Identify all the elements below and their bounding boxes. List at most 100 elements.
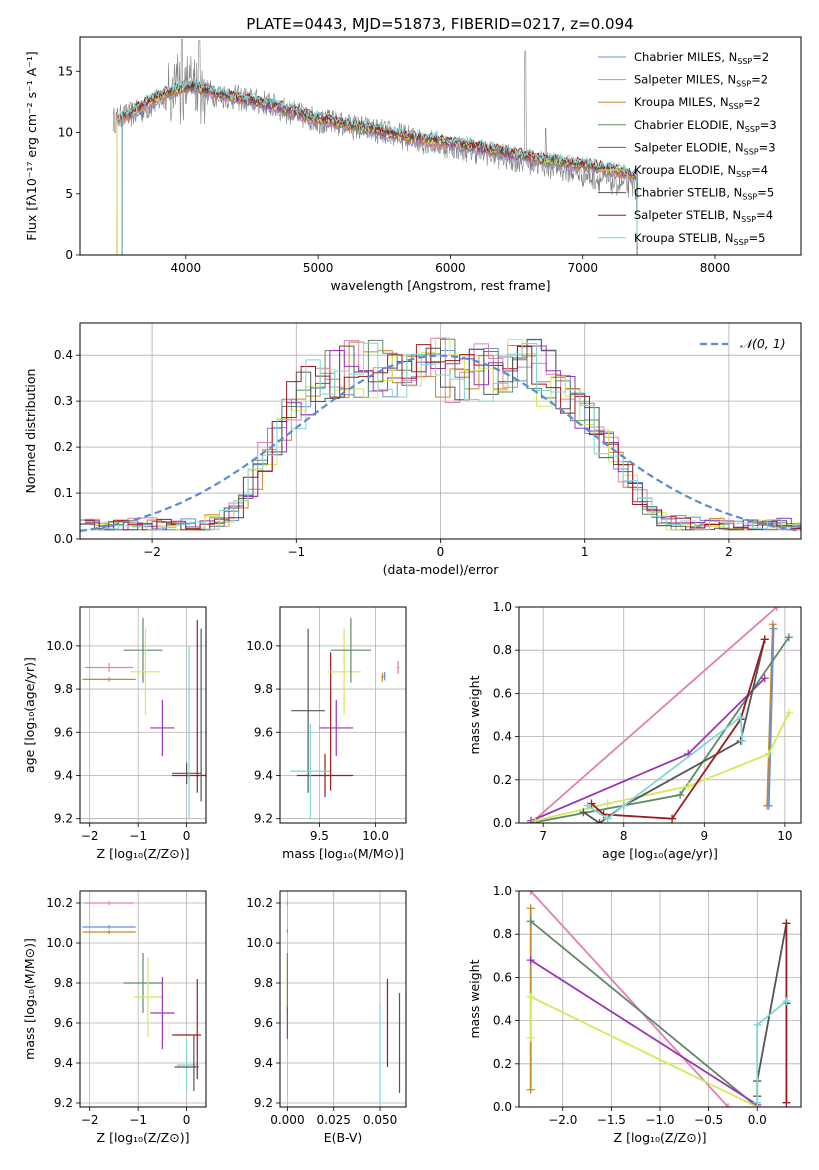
weight-vs-age-marker [583, 801, 592, 810]
weight-vs-age-marker [784, 633, 793, 642]
legend-entry-name: Kroupa MILES, N [634, 95, 729, 109]
age-vs-mass-y-tick-label: 9.2 [254, 812, 273, 826]
legend-entry-value: =2 [752, 50, 769, 64]
spectrum-axes: 4000 5000 6000 7000 8000 0 5 10 15 wavelength [An… [24, 36, 802, 293]
weight-vs-Z-y-tick-label: 0.2 [493, 1057, 512, 1071]
weight-vs-age-y-tick-label: 1.0 [493, 600, 512, 614]
normal-curve-line [80, 354, 801, 532]
legend-entry-value: =4 [756, 208, 773, 222]
weight-vs-Z-marker [782, 919, 791, 928]
weight-vs-age-marker [764, 801, 773, 810]
age-vs-Z-plot-area [80, 607, 206, 823]
residuals-y-axis-label: Normed distribution [23, 369, 38, 494]
weight-vs-age-marker [668, 814, 677, 823]
weight-vs-age-marker [619, 801, 628, 810]
weight-vs-age-axes: 7 8 9 10 0.0 0.2 0.4 0.6 0.8 1.0 age [log₁₀(age/yr… [467, 600, 802, 861]
age-vs-mass-frame [279, 606, 407, 824]
mass-vs-Z-x-tick-label: −2 [81, 1113, 99, 1127]
legend-entry-sub: SSP [736, 170, 751, 179]
legend-entry-name: Salpeter ELODIE, N [634, 140, 744, 154]
weight-vs-age-plot-area [519, 607, 801, 823]
weight-vs-Z-series-line [530, 891, 729, 1107]
mass-vs-Z-x-tick-label: −1 [129, 1113, 147, 1127]
spectrum-x-axis-label: wavelength [Angstrom, rest frame] [330, 278, 550, 293]
legend-entry-sub: SSP [741, 215, 756, 224]
weight-vs-Z-axes: −2.0 −1.5 −1.0 −0.5 0.0 0.0 0.2 0.4 0.6 0.8 1.0 Z [… [467, 884, 802, 1145]
weight-vs-age-marker [760, 674, 769, 683]
weight-vs-age-marker [768, 620, 777, 629]
weight-vs-Z-series-line [756, 923, 788, 1097]
weight-vs-Z-y-tick-label: 0.8 [493, 927, 512, 941]
legend-entry: Kroupa ELODIE, NSSP=4 [634, 163, 768, 179]
weight-vs-age-x-tick-label: 9 [700, 829, 708, 843]
residuals-y-tick-label: 0.4 [54, 348, 73, 362]
legend-entry-name: Salpeter MILES, N [634, 73, 736, 87]
mass-vs-EBV-x-axis-label: E(B-V) [324, 1130, 363, 1145]
residuals-axes: −2 −1 0 1 2 0.0 0.1 0.2 0.3 0.4 (data-model)/error… [23, 322, 802, 577]
weight-vs-age-series-line [530, 677, 766, 822]
legend-entry-value: =3 [760, 118, 777, 132]
age-vs-Z-y-tick-label: 10.0 [46, 639, 73, 653]
weight-vs-Z-marker [526, 917, 535, 926]
legend-entry: Kroupa MILES, NSSP=2 [634, 95, 760, 111]
age-vs-mass-x-tick-label: 9.5 [310, 829, 329, 843]
weight-vs-Z-marker [526, 992, 535, 1001]
legend-entry: Chabrier ELODIE, NSSP=3 [634, 118, 777, 134]
weight-vs-age-marker [531, 816, 540, 823]
legend-entry-sub: SSP [736, 80, 751, 89]
legend-entry-name: Kroupa ELODIE, N [634, 163, 736, 177]
age-vs-Z-y-tick-label: 9.4 [54, 768, 73, 782]
weight-vs-age-series-line [590, 639, 766, 820]
weight-vs-Z-series-line [756, 1000, 787, 1103]
legend-entry-name: Chabrier STELIB, N [634, 186, 742, 200]
spectrum-data-line [112, 38, 639, 201]
weight-vs-Z-y-tick-label: 0.6 [493, 970, 512, 984]
weight-vs-Z-y-tick-label: 0.4 [493, 1014, 512, 1028]
mass-vs-EBV-plot-area [280, 891, 406, 1107]
weight-vs-age-marker [760, 635, 769, 644]
legend-entry-value: =5 [749, 231, 766, 245]
weight-vs-Z-x-axis-label: Z [log₁₀(Z/Z⊙)] [614, 1130, 707, 1145]
legend-entry-sub: SSP [729, 102, 744, 111]
age-vs-Z-y-tick-label: 9.6 [54, 725, 73, 739]
age-vs-Z-y-tick-label: 9.2 [54, 812, 73, 826]
mass-vs-Z-y-tick-label: 10.2 [46, 896, 73, 910]
weight-vs-age-y-tick-label: 0.6 [493, 686, 512, 700]
legend-entry: Chabrier MILES, NSSP=2 [634, 50, 769, 66]
weight-vs-Z-y-tick-label: 1.0 [493, 884, 512, 898]
legend-entry-name: Kroupa STELIB, N [634, 231, 734, 245]
age-vs-Z-x-tick-label: 0 [183, 829, 191, 843]
weight-vs-Z-marker [782, 997, 791, 1006]
weight-vs-age-series-line [530, 607, 778, 823]
weight-vs-age-frame [518, 606, 802, 824]
weight-vs-age-marker [769, 624, 778, 633]
age-vs-mass-y-tick-label: 9.8 [254, 682, 273, 696]
legend-entry-value: =4 [751, 163, 768, 177]
mass-vs-EBV-x-tick-label: 0.000 [270, 1113, 304, 1127]
weight-vs-Z-marker [526, 891, 535, 895]
mass-vs-Z-frame [79, 890, 207, 1108]
weight-vs-age-marker [603, 799, 612, 808]
mass-vs-Z-plot-area [80, 891, 206, 1107]
mass-vs-Z-y-tick-label: 9.8 [54, 976, 73, 990]
weight-vs-Z-marker [753, 1020, 762, 1029]
spectrum-y-tick-label: 5 [65, 187, 73, 201]
mass-vs-EBV-y-tick-label: 10.2 [246, 896, 273, 910]
weight-vs-Z-y-axis-label: mass weight [467, 959, 482, 1038]
spectrum-y-tick-label: 15 [58, 64, 73, 78]
mass-vs-EBV-frame [279, 890, 407, 1108]
weight-vs-Z-marker [526, 1085, 535, 1094]
age-vs-Z-y-axis-label: age [log₁₀(age/yr)] [22, 657, 37, 773]
age-vs-mass-y-tick-label: 9.6 [254, 725, 273, 739]
age-vs-Z-frame [79, 606, 207, 824]
legend-entry-name: Chabrier MILES, N [634, 50, 737, 64]
mass-vs-Z-axes: −2 −1 0 9.2 9.4 9.6 9.8 10.0 10.2 Z [log₁₀(Z/Z⊙)]… [22, 890, 207, 1145]
mass-vs-Z-x-axis-label: Z [log₁₀(Z/Z⊙)] [97, 1130, 190, 1145]
spectrum-x-tick-label: 7000 [567, 261, 598, 275]
weight-vs-age-x-tick-label: 8 [620, 829, 628, 843]
age-vs-Z-y-tick-label: 9.8 [54, 682, 73, 696]
legend-entry-sub: SSP [734, 238, 749, 247]
weight-vs-age-x-tick-label: 7 [539, 829, 547, 843]
